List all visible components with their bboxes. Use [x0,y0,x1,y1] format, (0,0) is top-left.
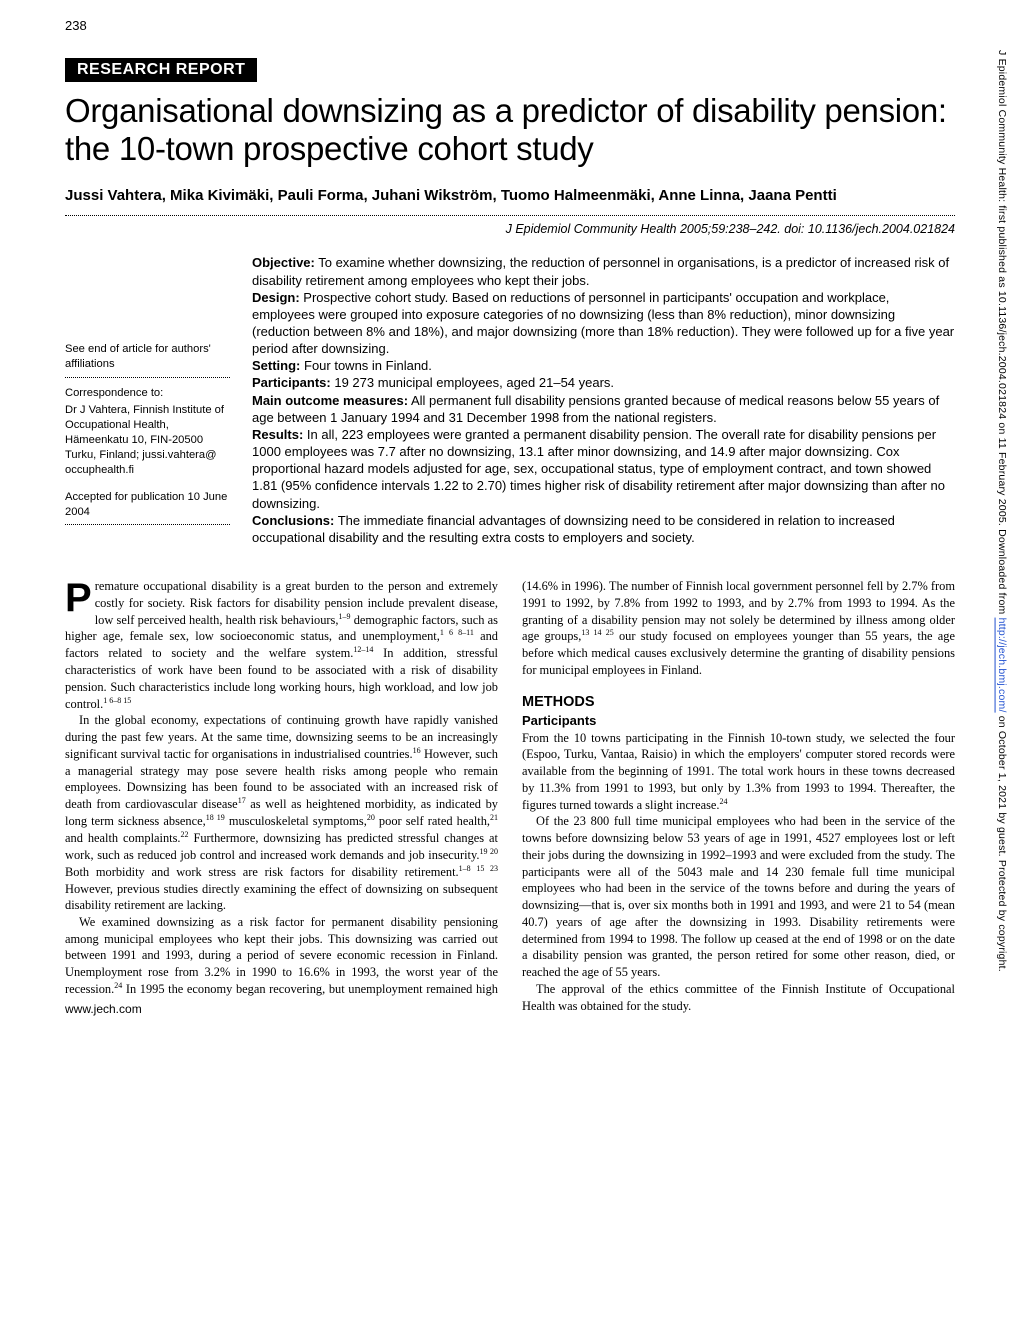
subsection-heading-participants: Participants [522,712,955,730]
section-heading-methods: METHODS [522,693,955,713]
meta-divider [65,524,230,525]
abstract-conclusions-label: Conclusions: [252,513,334,528]
abstract-design-label: Design: [252,290,300,305]
ref-sup: 1–8 15 23 [459,864,498,873]
body-text: However, previous studies directly exami… [65,882,498,913]
ref-sup: 1–9 [338,612,350,621]
body-text: musculoskeletal symptoms, [225,814,367,828]
side-citation-pre: J Epidemiol Community Health: first publ… [996,50,1008,618]
abstract-results: In all, 223 employees were granted a per… [252,427,945,511]
abstract-design: Prospective cohort study. Based on reduc… [252,290,954,356]
page-number: 238 [65,18,87,33]
see-end-note: See end of article for authors' affiliat… [65,342,230,372]
ref-sup: 24 [720,797,728,806]
article-meta-sidebar: See end of article for authors' affiliat… [65,254,230,546]
abstract-outcome-label: Main outcome measures: [252,393,408,408]
ref-sup: 24 [114,981,122,990]
ref-sup: 13 14 25 [581,628,613,637]
ref-sup: 1 6 8–11 [440,628,474,637]
ref-sup: 19 20 [479,847,498,856]
report-badge: RESEARCH REPORT [65,58,257,82]
abstract-objective: To examine whether downsizing, the reduc… [252,255,949,287]
abstract-objective-label: Objective: [252,255,315,270]
body-text: and health complaints. [65,831,181,845]
ref-sup: 22 [181,830,189,839]
ref-sup: 17 [238,796,246,805]
divider-dots [65,215,955,216]
correspondence-label: Correspondence to: [65,386,230,401]
dropcap: P [65,578,95,614]
abstract-section: See end of article for authors' affiliat… [65,254,955,546]
side-citation-post: on October 1, 2021 by guest. Protected b… [996,713,1008,972]
abstract-conclusions: The immediate financial advantages of do… [252,513,895,545]
side-citation-link[interactable]: http://jech.bmj.com/ [996,618,1008,713]
authors: Jussi Vahtera, Mika Kivimäki, Pauli Form… [65,186,955,206]
body-text: poor self rated health, [375,814,490,828]
body-text: In 1995 the economy began recovering, bu… [122,982,476,996]
ref-sup: 16 [413,746,421,755]
abstract-results-label: Results: [252,427,303,442]
body-paragraph: Premature occupational disability is a g… [65,578,498,712]
ref-sup: 1 6–8 15 [103,696,131,705]
accepted-date: Accepted for publication 10 June 2004 [65,490,230,520]
body-paragraph: In the global economy, expectations of c… [65,712,498,914]
ref-sup: 12–14 [353,645,373,654]
ref-sup: 18 19 [206,813,225,822]
page-container: 238 J Epidemiol Community Health: first … [0,0,1020,1034]
meta-divider [65,377,230,378]
abstract-body: Objective: To examine whether downsizing… [252,254,955,546]
body-paragraph: Of the 23 800 full time municipal employ… [522,813,955,980]
body-paragraph: The approval of the ethics committee of … [522,981,955,1014]
ref-sup: 20 [367,813,375,822]
abstract-participants-label: Participants: [252,375,331,390]
side-citation: J Epidemiol Community Health: first publ… [988,50,1008,1250]
journal-citation: J Epidemiol Community Health 2005;59:238… [65,222,955,236]
article-title: Organisational downsizing as a predictor… [65,92,955,168]
abstract-setting-label: Setting: [252,358,300,373]
body-text: Both morbidity and work stress are risk … [65,865,459,879]
abstract-setting: Four towns in Finland. [300,358,432,373]
footer-url: www.jech.com [65,1002,142,1016]
ref-sup: 21 [490,813,498,822]
abstract-participants: 19 273 municipal employees, aged 21–54 y… [331,375,614,390]
correspondence-body: Dr J Vahtera, Finnish Institute of Occup… [65,403,230,479]
body-columns: Premature occupational disability is a g… [65,578,955,1014]
body-text: From the 10 towns participating in the F… [522,731,955,812]
body-paragraph: From the 10 towns participating in the F… [522,730,955,814]
